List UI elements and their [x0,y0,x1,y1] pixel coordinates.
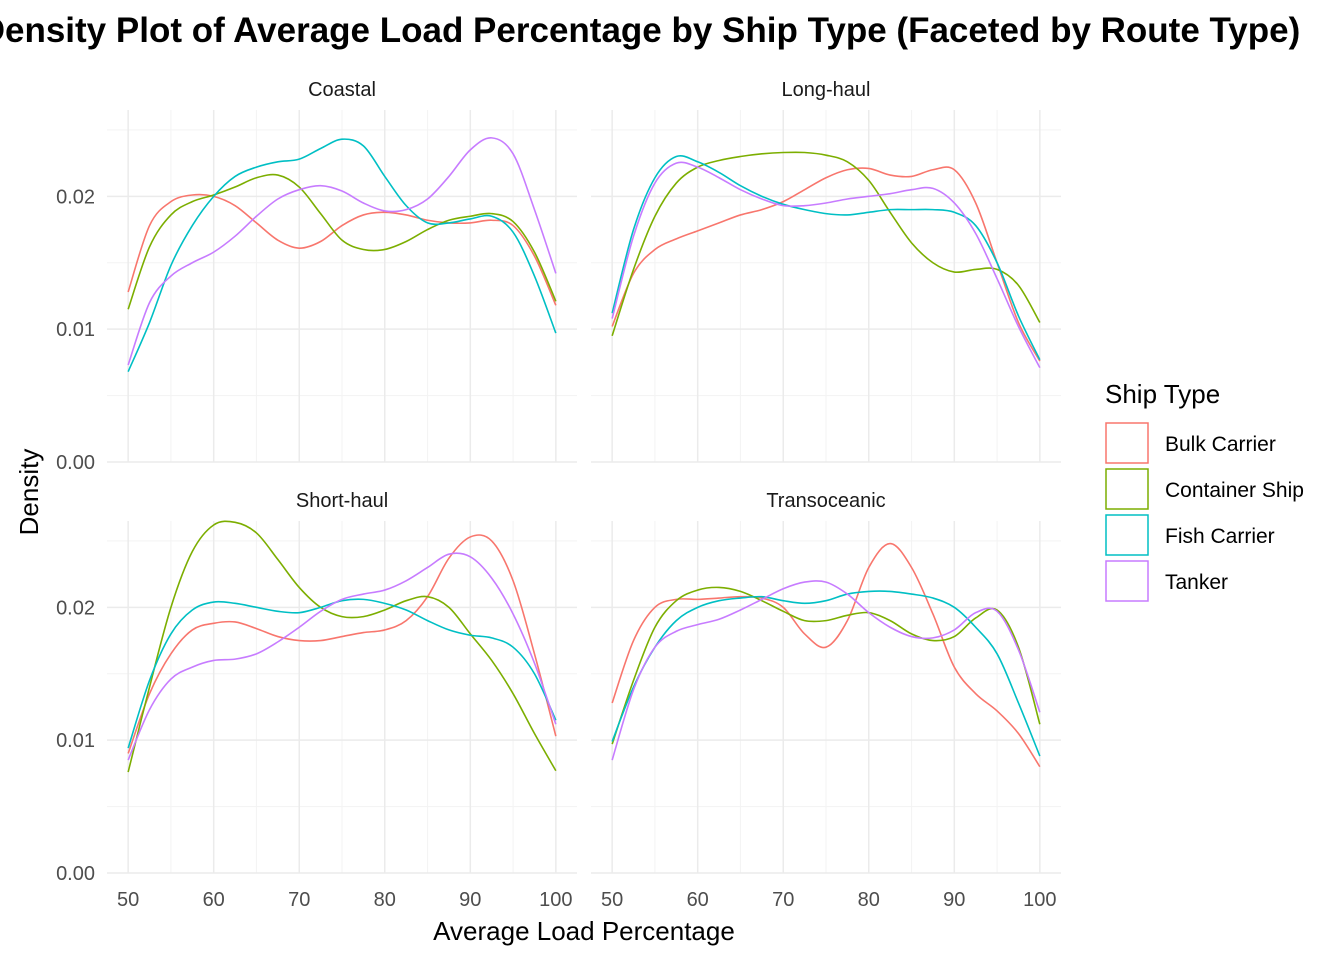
density-curve-container-ship [127,520,557,773]
legend-key-swatch [1105,560,1149,602]
legend-label: Container Ship [1165,479,1304,502]
x-tick-label: 50 [601,889,623,911]
x-tick-label: 80 [374,889,396,911]
density-curve-container-ship [611,151,1041,337]
facet-strip-label: Coastal [308,79,376,101]
density-curve-tanker [611,161,1041,369]
facet-panel: Transoceanic 50 60 70 80 90 100 [591,490,1061,911]
density-curve-tanker [611,580,1041,761]
legend-item: Fish Carrier [1105,514,1275,556]
facet-panel: Short-haul 0.00 0.01 0.02 50 60 70 80 90 100 [56,490,577,911]
facet-strip-label: Long-haul [782,79,871,101]
x-tick-label: 70 [772,889,794,911]
y-tick-label: 0.01 [56,319,95,341]
legend: Ship Type Bulk Carrier Container Ship Fish… [1105,379,1304,602]
legend-label: Bulk Carrier [1165,433,1276,456]
y-axis-title: Density [14,449,44,536]
y-tick-label: 0.01 [56,730,95,752]
x-tick-label: 90 [459,889,481,911]
legend-key-swatch [1105,422,1149,464]
density-curve-container-ship [127,173,557,310]
y-tick-label: 0.02 [56,597,95,619]
density-curve-fish-carrier [611,155,1041,361]
legend-key-swatch [1105,468,1149,510]
density-curve-tanker [127,552,557,761]
facet-panel: Long-haul [591,79,1061,463]
density-curve-bulk-carrier [127,534,557,754]
x-tick-label: 90 [943,889,965,911]
facet-strip-label: Short-haul [296,490,388,512]
x-tick-label: 60 [687,889,709,911]
density-curve-fish-carrier [127,598,557,749]
y-tick-label: 0.00 [56,863,95,885]
density-curve-bulk-carrier [611,542,1041,768]
density-curve-bulk-carrier [127,193,557,306]
x-tick-label: 80 [858,889,880,911]
y-tick-label: 0.02 [56,186,95,208]
x-tick-label: 100 [539,889,572,911]
facet-panels: Coastal 0.00 0.01 0.02 Long-haul Short-haul 0.… [56,79,1061,911]
x-tick-label: 100 [1023,889,1056,911]
facet-panel: Coastal 0.00 0.01 0.02 [56,79,577,474]
y-tick-label: 0.00 [56,452,95,474]
legend-item: Bulk Carrier [1105,422,1276,464]
x-tick-label: 70 [288,889,310,911]
legend-title: Ship Type [1105,379,1220,409]
legend-key-swatch [1105,514,1149,556]
legend-item: Container Ship [1105,468,1304,510]
density-curve-fish-carrier [127,138,557,372]
chart-title: Density Plot of Average Load Percentage … [0,11,1300,50]
facet-strip-label: Transoceanic [766,490,885,512]
legend-label: Fish Carrier [1165,525,1275,548]
legend-item: Tanker [1105,560,1228,602]
legend-label: Tanker [1165,571,1228,594]
density-curve-fish-carrier [611,590,1041,757]
x-tick-label: 50 [117,889,139,911]
density-curve-bulk-carrier [611,166,1041,362]
x-tick-label: 60 [203,889,225,911]
x-axis-title: Average Load Percentage [433,916,735,946]
density-curve-tanker [127,137,557,366]
